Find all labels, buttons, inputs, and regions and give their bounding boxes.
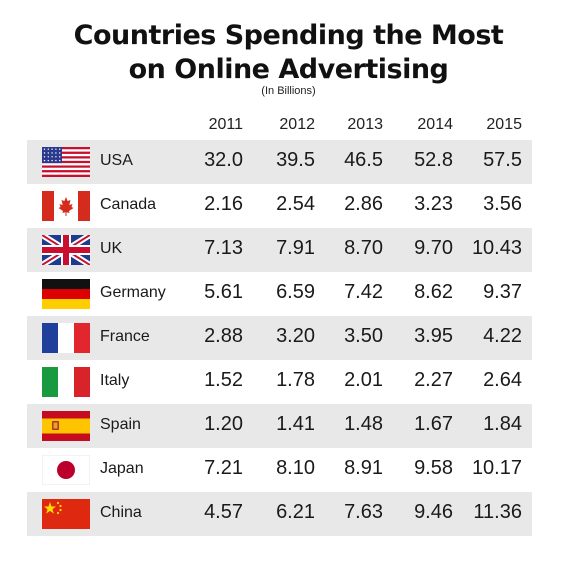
value-cell-2011: 7.13 xyxy=(204,237,243,259)
chart-title-line-1: Countries Spending the Most xyxy=(73,20,504,51)
value-cell-2013: 8.91 xyxy=(344,457,383,479)
table-row: Germany 5.61 6.59 7.42 8.62 9.37 xyxy=(27,272,532,316)
table-row: UK 7.13 7.91 8.70 9.70 10.43 xyxy=(27,228,532,272)
table-row: Japan 7.21 8.10 8.91 9.58 10.17 xyxy=(27,448,532,492)
value-cell-2013: 2.86 xyxy=(344,193,383,215)
value-cell-2012: 3.20 xyxy=(276,325,315,347)
value-cell-2012: 6.59 xyxy=(276,281,315,303)
chart-title-line-2: on Online Advertising xyxy=(128,54,449,85)
value-cell-2013: 3.50 xyxy=(344,325,383,347)
value-cell-2015: 57.5 xyxy=(483,149,522,171)
value-cell-2011: 1.52 xyxy=(204,369,243,391)
year-header-2012: 2012 xyxy=(279,116,315,133)
japan-flag-icon xyxy=(42,455,90,485)
table-row: USA 32.0 39.5 46.5 52.8 57.5 xyxy=(27,140,532,184)
value-cell-2012: 8.10 xyxy=(276,457,315,479)
italy-flag-icon xyxy=(42,367,90,397)
country-label: USA xyxy=(100,152,133,169)
value-cell-2014: 9.46 xyxy=(414,501,453,523)
value-cell-2013: 2.01 xyxy=(344,369,383,391)
value-cell-2014: 9.58 xyxy=(414,457,453,479)
value-cell-2015: 4.22 xyxy=(483,325,522,347)
uk-flag-icon xyxy=(42,235,90,265)
country-label: France xyxy=(100,328,150,345)
france-flag-icon xyxy=(42,323,90,353)
table-row: Canada 2.16 2.54 2.86 3.23 3.56 xyxy=(27,184,532,228)
country-label: Germany xyxy=(100,284,166,301)
value-cell-2015: 10.17 xyxy=(471,457,522,479)
country-label: China xyxy=(100,504,142,521)
table-row: Spain 1.20 1.41 1.48 1.67 1.84 xyxy=(27,404,532,448)
value-cell-2015: 11.36 xyxy=(473,501,522,523)
china-flag-icon xyxy=(42,499,90,529)
table-row: China 4.57 6.21 7.63 9.46 11.36 xyxy=(27,492,532,536)
value-cell-2012: 2.54 xyxy=(276,193,315,215)
country-label: Japan xyxy=(100,460,144,477)
value-cell-2014: 52.8 xyxy=(414,149,453,171)
value-cell-2015: 3.56 xyxy=(483,193,522,215)
value-cell-2012: 7.91 xyxy=(276,237,315,259)
country-label: UK xyxy=(100,240,123,257)
value-cell-2011: 2.16 xyxy=(204,193,243,215)
value-cell-2014: 2.27 xyxy=(414,369,453,391)
value-cell-2011: 1.20 xyxy=(204,413,243,435)
chart-subtitle: (In Billions) xyxy=(261,85,316,97)
value-cell-2011: 32.0 xyxy=(204,149,243,171)
value-cell-2011: 7.21 xyxy=(204,457,243,479)
value-cell-2013: 7.42 xyxy=(344,281,383,303)
value-cell-2012: 39.5 xyxy=(276,149,315,171)
year-header-2013: 2013 xyxy=(347,116,383,133)
value-cell-2014: 1.67 xyxy=(414,413,453,435)
value-cell-2012: 1.78 xyxy=(276,369,315,391)
value-cell-2015: 2.64 xyxy=(483,369,522,391)
value-cell-2013: 7.63 xyxy=(344,501,383,523)
value-cell-2015: 10.43 xyxy=(471,237,522,259)
table-row: Italy 1.52 1.78 2.01 2.27 2.64 xyxy=(27,360,532,404)
table-row: France 2.88 3.20 3.50 3.95 4.22 xyxy=(27,316,532,360)
value-cell-2014: 9.70 xyxy=(414,237,453,259)
germany-flag-icon xyxy=(42,279,90,309)
value-cell-2012: 6.21 xyxy=(276,501,315,523)
value-cell-2013: 1.48 xyxy=(344,413,383,435)
country-label: Spain xyxy=(100,416,141,433)
year-header-2014: 2014 xyxy=(417,116,453,133)
value-cell-2011: 4.57 xyxy=(204,501,243,523)
value-cell-2013: 46.5 xyxy=(344,149,383,171)
value-cell-2013: 8.70 xyxy=(344,237,383,259)
usa-flag-icon xyxy=(42,147,90,177)
country-label: Italy xyxy=(100,372,130,389)
year-header-2015: 2015 xyxy=(486,116,522,133)
country-label: Canada xyxy=(100,196,157,213)
canada-flag-icon xyxy=(42,191,90,221)
value-cell-2015: 1.84 xyxy=(483,413,522,435)
spain-flag-icon xyxy=(42,411,90,441)
year-header-2011: 2011 xyxy=(208,116,243,133)
value-cell-2011: 5.61 xyxy=(204,281,243,303)
value-cell-2014: 3.95 xyxy=(414,325,453,347)
value-cell-2011: 2.88 xyxy=(204,325,243,347)
value-cell-2014: 3.23 xyxy=(414,193,453,215)
value-cell-2015: 9.37 xyxy=(483,281,522,303)
value-cell-2014: 8.62 xyxy=(414,281,453,303)
value-cell-2012: 1.41 xyxy=(276,413,315,435)
